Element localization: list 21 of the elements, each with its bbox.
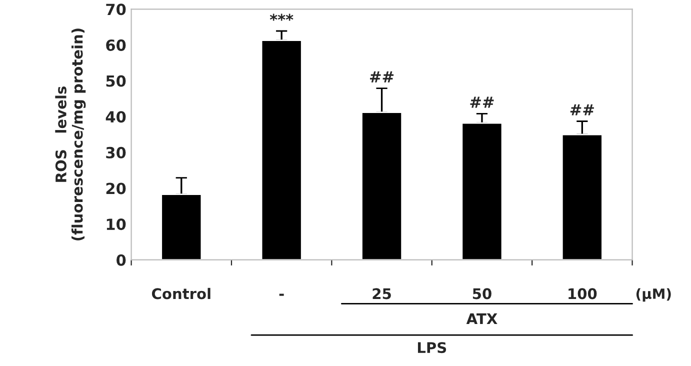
annotation: *** [270, 14, 294, 21]
y-tick-label: 0 [116, 254, 126, 266]
annotation: ## [570, 104, 594, 116]
x-tick-label: 50 [472, 288, 492, 300]
x-tick-label: 25 [372, 288, 391, 300]
y-tick-label: 50 [106, 75, 126, 87]
text: LPS [418, 342, 446, 354]
y-tick-label: 30 [106, 146, 126, 158]
x-tick-label: Control [152, 288, 210, 300]
y-tick-label: 20 [106, 182, 126, 194]
y-tick-label: 70 [106, 4, 126, 16]
y-tick-label: 10 [106, 218, 126, 230]
x-tick-label: 100 [568, 288, 597, 300]
annotation: ## [370, 71, 394, 82]
x-tick-label: - [279, 294, 284, 296]
text: ATX [466, 313, 498, 324]
text: (μM) [636, 288, 671, 302]
y-axis-title: ROS levels (fluorescence/mg protein) [55, 28, 86, 240]
annotation: ## [470, 96, 494, 108]
y-tick-label: 40 [106, 111, 126, 123]
y-tick-label: 60 [106, 39, 126, 51]
